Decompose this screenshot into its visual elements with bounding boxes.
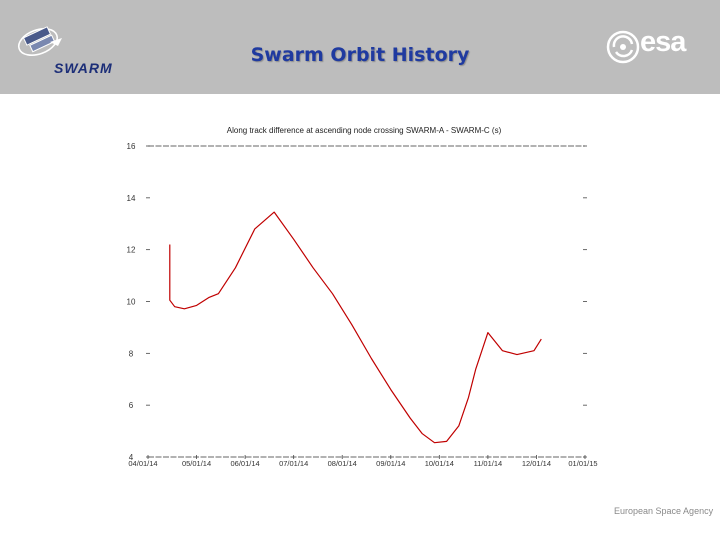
esa-logo-text: esa <box>640 26 686 58</box>
series-group <box>169 211 542 444</box>
x-tick-group: 04/01/14 05/01/14 06/01/14 07/01/14 08/01/14… <box>128 455 598 468</box>
chart-title: Along track difference at ascending node… <box>227 126 502 135</box>
esa-logo: esa <box>606 26 706 68</box>
x-tick-label: 08/01/14 <box>328 459 357 468</box>
x-tick-label: 09/01/14 <box>376 459 405 468</box>
x-tick-label: 11/01/14 <box>474 459 503 468</box>
y-tick-label: 6 <box>129 401 134 410</box>
x-tick-label: 07/01/14 <box>279 459 308 468</box>
swarm-logo-text: SWARM <box>54 60 113 76</box>
esa-emblem-icon <box>606 30 640 64</box>
series-line <box>169 211 542 444</box>
y-tick-label: 14 <box>127 194 136 203</box>
x-tick-label: 01/01/15 <box>568 459 597 468</box>
swarm-logo: SWARM <box>14 22 114 78</box>
chart-axes <box>148 145 585 458</box>
y-tick-label: 10 <box>127 298 136 307</box>
y-tick-label: 4 <box>129 453 134 462</box>
y-tick-group: 4 6 8 10 12 14 16 <box>127 142 587 462</box>
page-title: Swarm Orbit History <box>250 44 470 66</box>
x-tick-label: 10/01/14 <box>425 459 454 468</box>
x-tick-label: 12/01/14 <box>522 459 551 468</box>
header-bar: SWARM Swarm Orbit History esa <box>0 0 720 94</box>
x-tick-label: 04/01/14 <box>128 459 157 468</box>
x-tick-label: 06/01/14 <box>231 459 260 468</box>
y-tick-label: 8 <box>129 349 134 358</box>
y-tick-label: 12 <box>127 246 136 255</box>
footer-agency-name: European Space Agency <box>614 506 714 516</box>
x-tick-label: 05/01/14 <box>182 459 211 468</box>
y-tick-label: 16 <box>127 142 136 151</box>
satellite-icon <box>17 26 62 56</box>
